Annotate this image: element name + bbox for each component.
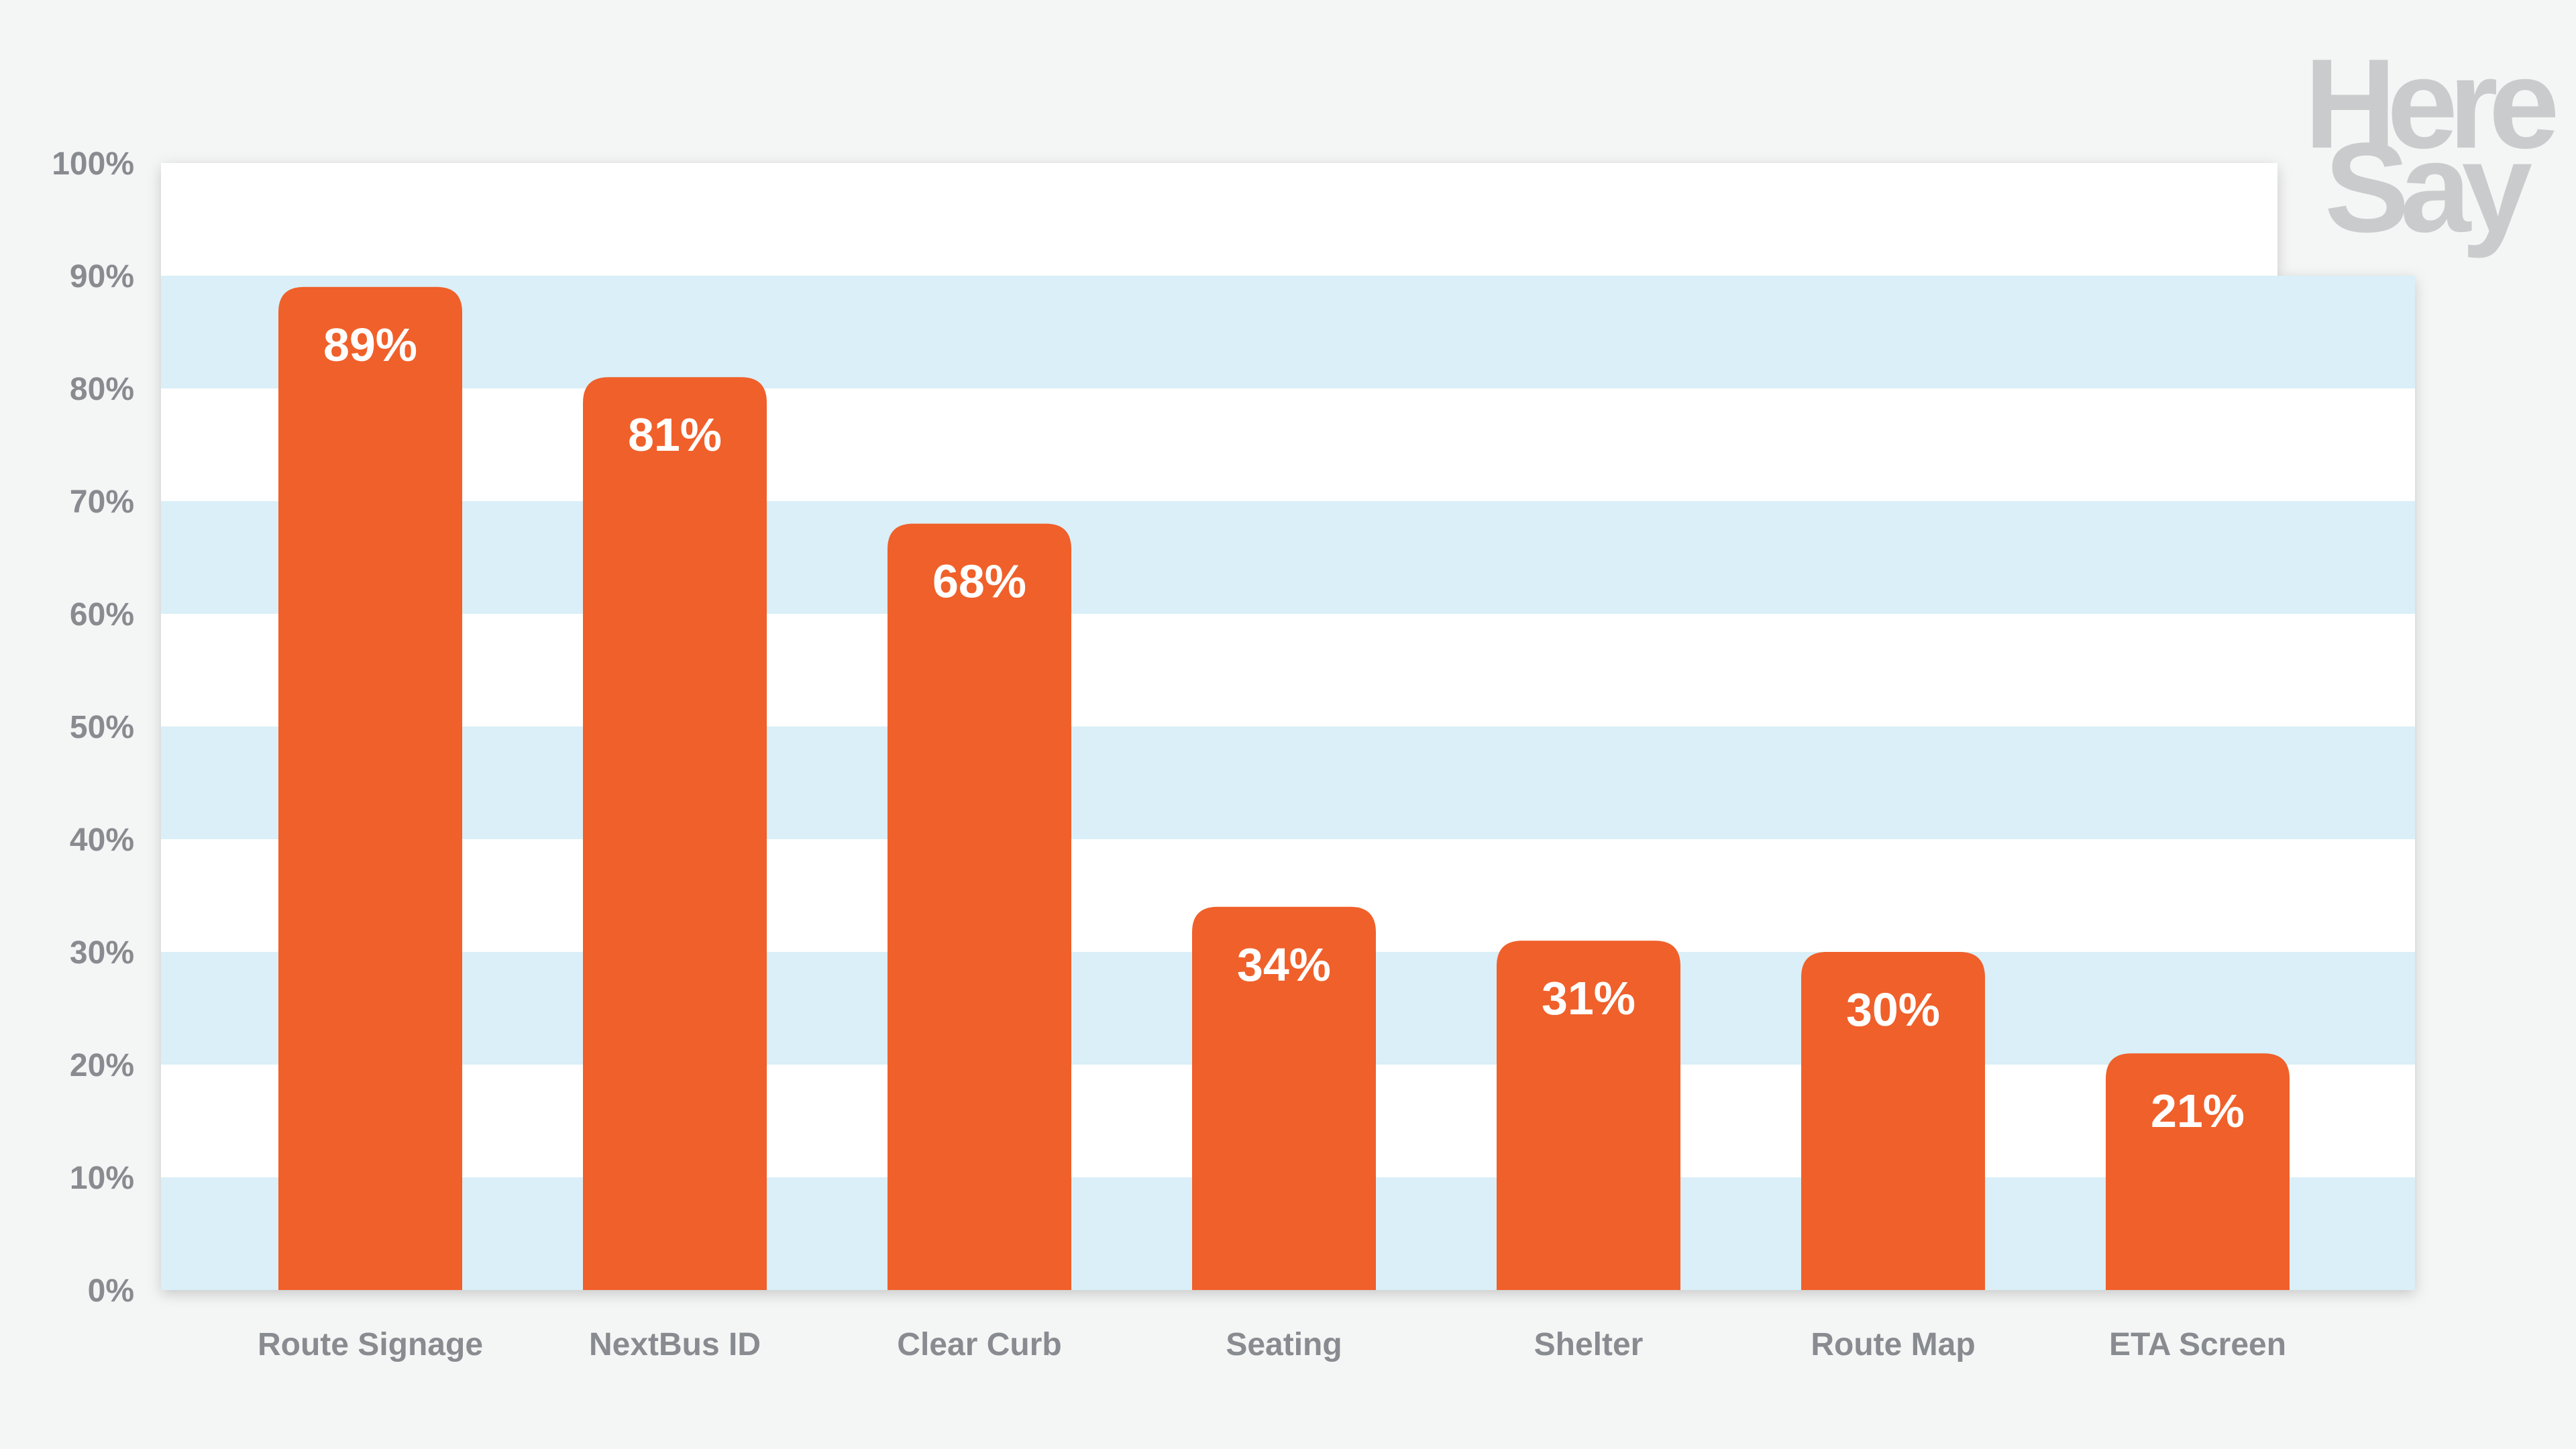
plot-background [161, 163, 2415, 1290]
y-tick-label: 100% [52, 146, 134, 182]
y-tick-label: 30% [70, 935, 134, 971]
y-tick-label: 40% [70, 822, 134, 858]
plot-top-panel [161, 163, 2277, 277]
x-category-label: Shelter [1534, 1327, 1644, 1362]
grid-band [161, 501, 2415, 614]
x-category-label: NextBus ID [589, 1327, 761, 1362]
y-tick-label: 60% [70, 597, 134, 633]
bar-value-label: 89% [323, 319, 417, 371]
bar-value-label: 81% [628, 409, 722, 461]
bar [278, 286, 462, 1290]
bar [1801, 952, 1985, 1290]
x-category-label: Clear Curb [897, 1327, 1061, 1362]
bar-value-label: 21% [2151, 1085, 2245, 1137]
bar-value-label: 31% [1542, 972, 1635, 1024]
x-category-label: Route Signage [258, 1327, 483, 1362]
x-category-label: Route Map [1811, 1327, 1975, 1362]
x-axis: Route Signage NextBus ID Clear Curb Seating… [258, 1327, 2286, 1362]
bar-value-label: 34% [1237, 938, 1331, 991]
bar [1192, 906, 1376, 1290]
logo-line-1: Here [2304, 33, 2556, 175]
bar [888, 523, 1071, 1290]
y-tick-label: 50% [70, 710, 134, 745]
x-category-label: ETA Screen [2109, 1327, 2286, 1362]
y-tick-label: 20% [70, 1048, 134, 1083]
y-tick-label: 10% [70, 1161, 134, 1196]
grid-band [161, 727, 2415, 839]
y-tick-label: 0% [88, 1273, 134, 1309]
bar [583, 377, 767, 1291]
y-axis: 0% 10% 20% 30% 40% 50% 60% 70% 80% 90% 100% [52, 146, 134, 1309]
bars: 89% 81% 68% 34% 31% 30% 21% [278, 286, 2290, 1291]
y-tick-label: 90% [70, 259, 134, 294]
grid-band [161, 276, 2415, 388]
heresay-logo: Here Say [2304, 33, 2565, 259]
bar [1497, 941, 1680, 1290]
bar [2106, 1053, 2290, 1290]
x-category-label: Seating [1226, 1327, 1342, 1362]
bar-value-label: 30% [1846, 983, 1940, 1036]
logo-line-2: Say [2324, 117, 2532, 259]
y-tick-label: 80% [70, 372, 134, 407]
y-tick-label: 70% [70, 484, 134, 520]
bar-value-label: 68% [932, 555, 1026, 608]
